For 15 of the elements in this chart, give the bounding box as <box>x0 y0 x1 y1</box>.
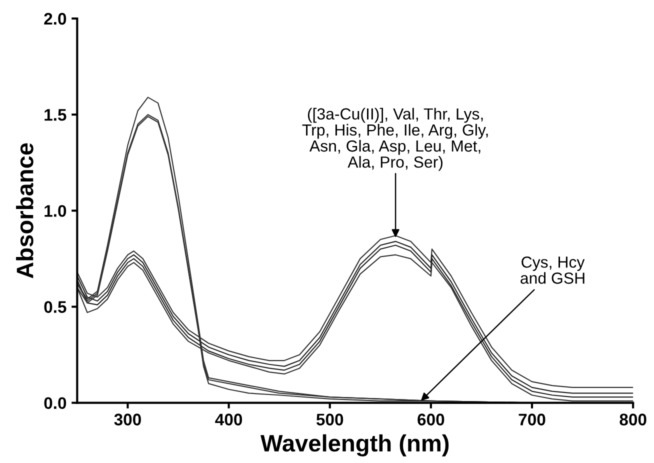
y-tick-label: 0.0 <box>44 397 66 410</box>
annotation: Cys, Hcy and GSH <box>520 256 585 284</box>
x-tick-label: 800 <box>620 414 646 426</box>
y-tick-label: 1.5 <box>44 109 66 121</box>
x-tick-label: 400 <box>215 414 242 426</box>
y-tick-label: 2.0 <box>44 12 66 25</box>
x-tick-label: 500 <box>316 414 344 426</box>
x-tick-label: 300 <box>114 414 141 426</box>
x-axis-title: Wavelength (nm) <box>260 434 449 456</box>
y-axis-title: Absorbance <box>16 143 34 278</box>
annotation: ([3a-Cu(II)], Val, Thr, Lys, Trp, His, Phe, Ile, Arg, Gly, Asn, Gla, Asp, Leu, Met, Ala, Pro, Ser) <box>302 108 488 171</box>
y-tick-label: 0.5 <box>44 301 66 313</box>
x-tick-label: 700 <box>518 414 546 426</box>
y-tick-label: 1.0 <box>44 205 66 217</box>
x-tick-label: 600 <box>418 414 444 426</box>
